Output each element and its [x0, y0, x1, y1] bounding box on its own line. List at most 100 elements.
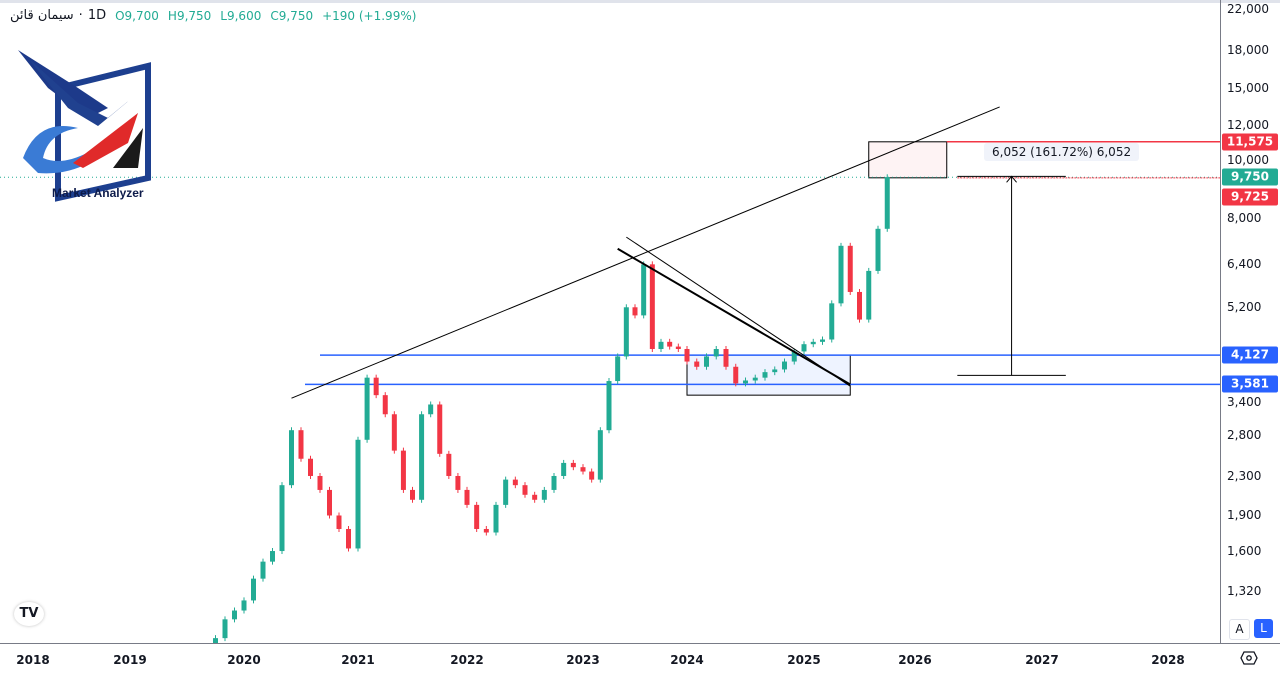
candle	[213, 638, 218, 643]
price-tick: 12,000	[1227, 117, 1269, 132]
candle	[382, 395, 388, 415]
candle	[723, 349, 729, 367]
candle	[308, 458, 313, 476]
candle	[428, 404, 434, 415]
candle	[317, 475, 323, 490]
symbol-legend: سیمان قائن · 1D O 9,700 H 9,750 L 9,600 C 9,…	[10, 8, 416, 23]
price-chart[interactable]	[0, 0, 1220, 643]
price-axis[interactable]: 11,575 9,750 9,725 4,127 3,581 22,000 18,000 15…	[1220, 0, 1280, 643]
arrow-head-icon	[1006, 175, 1017, 183]
candle	[694, 361, 700, 367]
candle	[570, 462, 576, 468]
year-tick: 2023	[566, 653, 600, 667]
candle	[632, 307, 638, 316]
tradingview-logo[interactable]: TV	[14, 602, 44, 626]
candle	[474, 504, 480, 529]
price-tick: 3,400	[1227, 394, 1262, 409]
price-tick: 22,000	[1227, 2, 1269, 16]
candle	[838, 245, 844, 304]
year-tick: 2027	[1025, 653, 1059, 667]
interval[interactable]: 1D	[87, 8, 107, 23]
candle	[260, 561, 266, 579]
candle	[791, 351, 797, 362]
symbol-name[interactable]: سیمان قائن	[10, 8, 74, 23]
auto-scale-button[interactable]: A	[1229, 619, 1250, 640]
candle	[346, 528, 351, 549]
candle	[512, 479, 518, 486]
year-tick: 2019	[113, 653, 147, 667]
candle	[820, 339, 825, 342]
candle	[446, 453, 452, 476]
year-tick: 2022	[450, 653, 484, 667]
price-tick: 2,300	[1227, 468, 1262, 483]
price-tick: 10,000	[1227, 152, 1269, 167]
candle	[493, 504, 499, 533]
price-tag: 4,127	[1222, 346, 1278, 364]
candle	[522, 485, 528, 495]
target-zone	[868, 141, 948, 179]
candle	[589, 471, 595, 480]
candle	[561, 462, 567, 476]
candle	[364, 377, 370, 440]
candle	[857, 291, 862, 320]
candle	[782, 361, 787, 370]
candle	[866, 270, 872, 320]
log-scale-button[interactable]: L	[1254, 619, 1273, 638]
price-tick: 15,000	[1227, 81, 1269, 96]
price-tag: 9,750	[1222, 168, 1278, 186]
candle	[327, 489, 332, 516]
candle	[829, 303, 835, 340]
open-label: O	[115, 8, 125, 23]
candle	[336, 515, 342, 529]
high-value: 9,750	[176, 8, 212, 23]
candle	[810, 341, 816, 345]
year-tick: 2020	[227, 653, 261, 667]
open-value: 9,700	[124, 8, 159, 23]
price-range-label: 6,052 (161.72%) 6,052	[984, 143, 1140, 161]
price-tick: 1,900	[1227, 508, 1262, 523]
price-tick: 6,400	[1227, 257, 1262, 272]
price-tick: 5,200	[1227, 300, 1262, 315]
low-value: 9,600	[226, 8, 262, 23]
candle	[772, 369, 778, 373]
close-label: C	[270, 8, 279, 23]
candle	[222, 619, 228, 639]
trendline-down-1	[626, 236, 851, 387]
candle	[733, 366, 739, 384]
candle	[391, 414, 397, 451]
price-tag: 11,575	[1222, 133, 1278, 151]
candle	[232, 610, 237, 620]
candle	[641, 264, 647, 316]
candle	[289, 430, 294, 486]
low-label: L	[220, 8, 227, 23]
candle	[606, 381, 612, 431]
year-tick: 2025	[787, 653, 821, 667]
candle	[623, 307, 629, 357]
candle	[597, 430, 603, 480]
candle	[437, 404, 443, 454]
close-value: 9,750	[278, 8, 314, 23]
candle	[847, 245, 853, 292]
settings-icon[interactable]	[1240, 651, 1258, 665]
high-label: H	[167, 8, 177, 23]
trendline-up	[291, 106, 1000, 399]
year-tick: 2028	[1151, 653, 1185, 667]
trendline-down-2	[617, 247, 851, 386]
candle	[373, 377, 379, 396]
year-tick: 2024	[670, 653, 704, 667]
year-tick: 2021	[341, 653, 375, 667]
logo-text: Market Analyzer	[52, 186, 144, 200]
candle	[483, 528, 489, 533]
candle	[684, 349, 690, 362]
separator: ·	[78, 8, 83, 23]
market-analyzer-logo	[18, 50, 151, 202]
candle	[279, 485, 285, 552]
candle	[884, 177, 890, 229]
candle	[801, 344, 807, 352]
price-tag: 9,725	[1222, 188, 1278, 206]
candle	[251, 578, 256, 601]
candle	[532, 494, 538, 500]
time-axis[interactable]: 2018 2019 2020 2021 2022 2023 2024 2025 2026 2027…	[0, 643, 1280, 680]
candle	[615, 356, 621, 382]
candle	[400, 450, 406, 490]
